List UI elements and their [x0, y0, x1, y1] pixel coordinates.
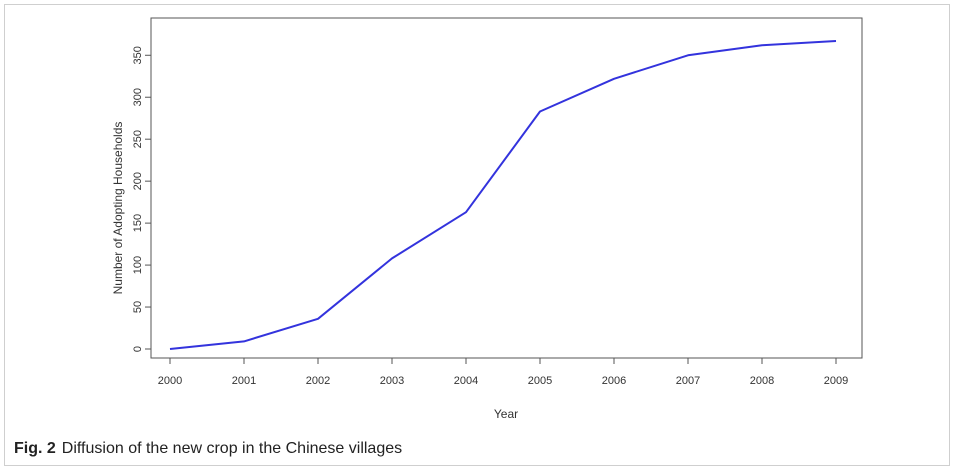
x-axis-label: Year	[494, 407, 518, 421]
y-tick-label: 250	[132, 130, 144, 148]
y-axis-label: Number of Adopting Households	[111, 122, 125, 295]
x-tick-label: 2000	[158, 375, 182, 387]
y-tick-label: 150	[132, 214, 144, 232]
y-axis: 0 50 100 150 200 250 300 350	[132, 46, 151, 352]
y-tick-label: 300	[132, 88, 144, 106]
y-tick-label: 50	[132, 301, 144, 313]
y-tick-label: 200	[132, 172, 144, 190]
figure-caption: Fig. 2 Diffusion of the new crop in the C…	[14, 440, 402, 458]
x-axis: 2000 2001 2002 2003 2004 2005 2006 2007 2008 2009	[158, 358, 848, 387]
x-tick-label: 2008	[750, 375, 774, 387]
y-tick-label: 350	[132, 46, 144, 64]
plot-frame	[150, 17, 863, 359]
x-tick-label: 2009	[824, 375, 848, 387]
figure-caption-text: Diffusion of the new crop in the Chinese…	[61, 440, 403, 457]
x-tick-label: 2004	[454, 375, 478, 387]
y-tick-label: 100	[132, 256, 144, 274]
series-layer	[169, 40, 837, 350]
x-tick-label: 2001	[232, 375, 256, 387]
figure-frame	[4, 4, 950, 466]
x-tick-label: 2006	[602, 375, 626, 387]
x-tick-label: 2002	[306, 375, 330, 387]
x-tick-label: 2005	[528, 375, 552, 387]
y-tick-label: 0	[132, 346, 144, 352]
x-tick-label: 2003	[380, 375, 404, 387]
figure-label: Fig. 2	[14, 440, 56, 457]
series-line	[169, 40, 837, 350]
x-tick-label: 2007	[676, 375, 700, 387]
